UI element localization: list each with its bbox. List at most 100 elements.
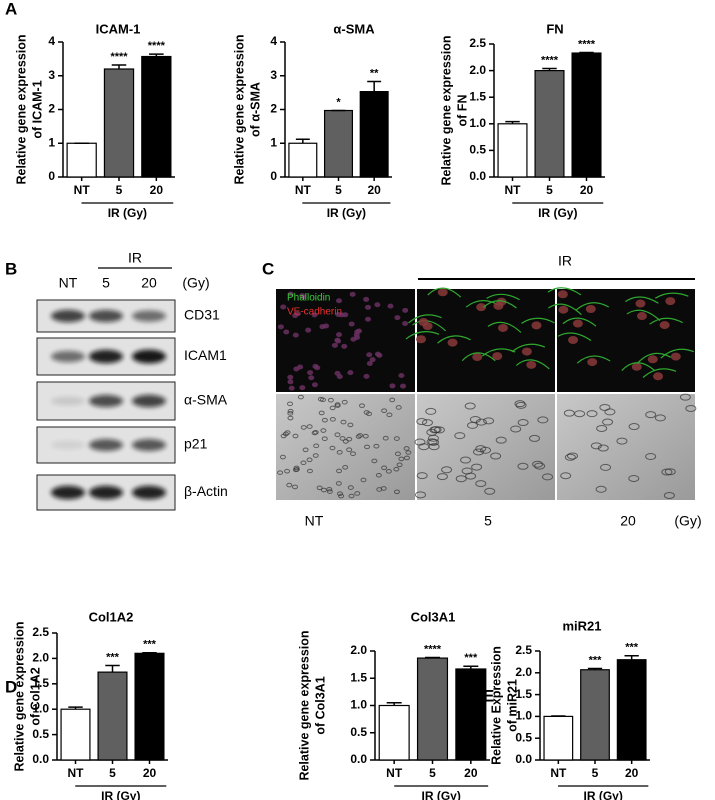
y-axis-label: Relative gene expression xyxy=(232,34,246,184)
cell-nucleus xyxy=(374,302,381,308)
cell xyxy=(405,450,412,455)
lane-label: NT xyxy=(59,275,78,291)
cell-nucleus xyxy=(334,337,341,343)
cell xyxy=(564,453,576,461)
cell xyxy=(318,410,325,416)
panel-label: C xyxy=(262,259,274,278)
cell xyxy=(321,436,328,442)
cell-nucleus xyxy=(335,298,342,304)
bar xyxy=(103,68,135,178)
x-tick-label: NT xyxy=(295,183,312,197)
cell xyxy=(441,466,453,474)
cell-nucleus xyxy=(299,385,306,391)
error-bar xyxy=(505,120,520,124)
y-tick-label: 1.5 xyxy=(515,687,532,701)
y-axis-label: of α-SMA xyxy=(248,82,262,137)
cell xyxy=(329,405,336,411)
actin-fiber xyxy=(412,320,447,332)
cell-nucleus xyxy=(308,375,315,381)
cell-nucleus xyxy=(400,383,407,389)
cell-nucleus xyxy=(348,321,355,327)
cell-nucleus xyxy=(493,301,504,310)
cell xyxy=(381,465,388,471)
cell-nucleus xyxy=(349,291,356,297)
cell xyxy=(465,472,477,480)
actin-fiber xyxy=(562,317,597,327)
cell xyxy=(471,463,483,471)
cell xyxy=(355,434,362,439)
cell xyxy=(515,401,527,409)
blot-band xyxy=(89,394,123,408)
actin-fiber xyxy=(483,300,517,309)
bar xyxy=(580,669,610,761)
cell xyxy=(306,468,313,474)
group-label: IR (Gy) xyxy=(108,206,147,220)
cell xyxy=(403,455,410,461)
error-bar xyxy=(367,80,382,92)
cell xyxy=(293,465,300,471)
cell-nucleus xyxy=(492,352,503,361)
cell xyxy=(358,403,365,408)
cell xyxy=(460,456,472,464)
cell xyxy=(321,417,328,423)
cell xyxy=(311,430,318,436)
cell xyxy=(326,489,333,494)
cell xyxy=(360,477,367,483)
cell-nucleus xyxy=(398,372,405,378)
cell-nucleus xyxy=(558,305,569,314)
error-bar xyxy=(624,655,639,660)
cell xyxy=(472,448,484,456)
cell xyxy=(336,450,343,455)
error-bar xyxy=(142,652,157,654)
group-label: IR (Gy) xyxy=(538,206,577,220)
cell-nucleus xyxy=(472,353,483,362)
bar xyxy=(66,142,97,178)
cell-nucleus xyxy=(636,312,647,321)
x-tick-label: 20 xyxy=(464,766,478,780)
cell xyxy=(302,447,309,453)
actin-fiber xyxy=(515,359,550,370)
cell xyxy=(466,421,478,429)
cell xyxy=(396,462,403,468)
cell xyxy=(287,415,294,421)
cell-nucleus xyxy=(287,379,294,385)
cell-nucleus xyxy=(476,303,487,312)
x-tick-label: 20 xyxy=(143,766,157,780)
blot-label: CD31 xyxy=(184,307,220,323)
blot-band xyxy=(89,349,123,364)
cell-nucleus xyxy=(353,335,360,341)
bar xyxy=(134,652,165,761)
cell-nucleus xyxy=(572,319,583,328)
cell xyxy=(338,493,345,499)
y-axis-label: Relative gene expression xyxy=(14,34,28,184)
cell-nucleus xyxy=(521,347,532,356)
cell xyxy=(616,437,628,445)
cell xyxy=(347,485,354,490)
chart-title: Col1A2 xyxy=(89,609,134,624)
x-tick-label: NT xyxy=(74,183,91,197)
y-axis-label: of FN xyxy=(455,95,469,127)
cell-nucleus xyxy=(587,358,598,367)
chart-title: ICAM-1 xyxy=(96,21,141,36)
y-tick-label: 0.0 xyxy=(469,169,486,183)
cell-nucleus xyxy=(665,297,676,306)
y-axis-label: of ICAM-1 xyxy=(30,80,44,138)
cell xyxy=(537,416,549,424)
cell-nucleus xyxy=(631,362,642,371)
actin-fiber xyxy=(660,348,695,359)
cell-nucleus xyxy=(283,329,290,335)
y-tick-label: 2 xyxy=(270,102,277,116)
blot-band xyxy=(51,485,85,500)
blot-label: ICAM1 xyxy=(184,347,227,363)
cell xyxy=(416,418,428,426)
cell xyxy=(421,419,433,427)
unit-label: (Gy) xyxy=(674,513,701,529)
cell xyxy=(517,462,529,470)
cell xyxy=(393,436,400,441)
y-tick-label: 2 xyxy=(48,102,55,116)
cell xyxy=(484,487,496,495)
significance-label: *** xyxy=(625,642,639,654)
cell xyxy=(475,445,487,453)
actin-fiber xyxy=(637,352,672,364)
